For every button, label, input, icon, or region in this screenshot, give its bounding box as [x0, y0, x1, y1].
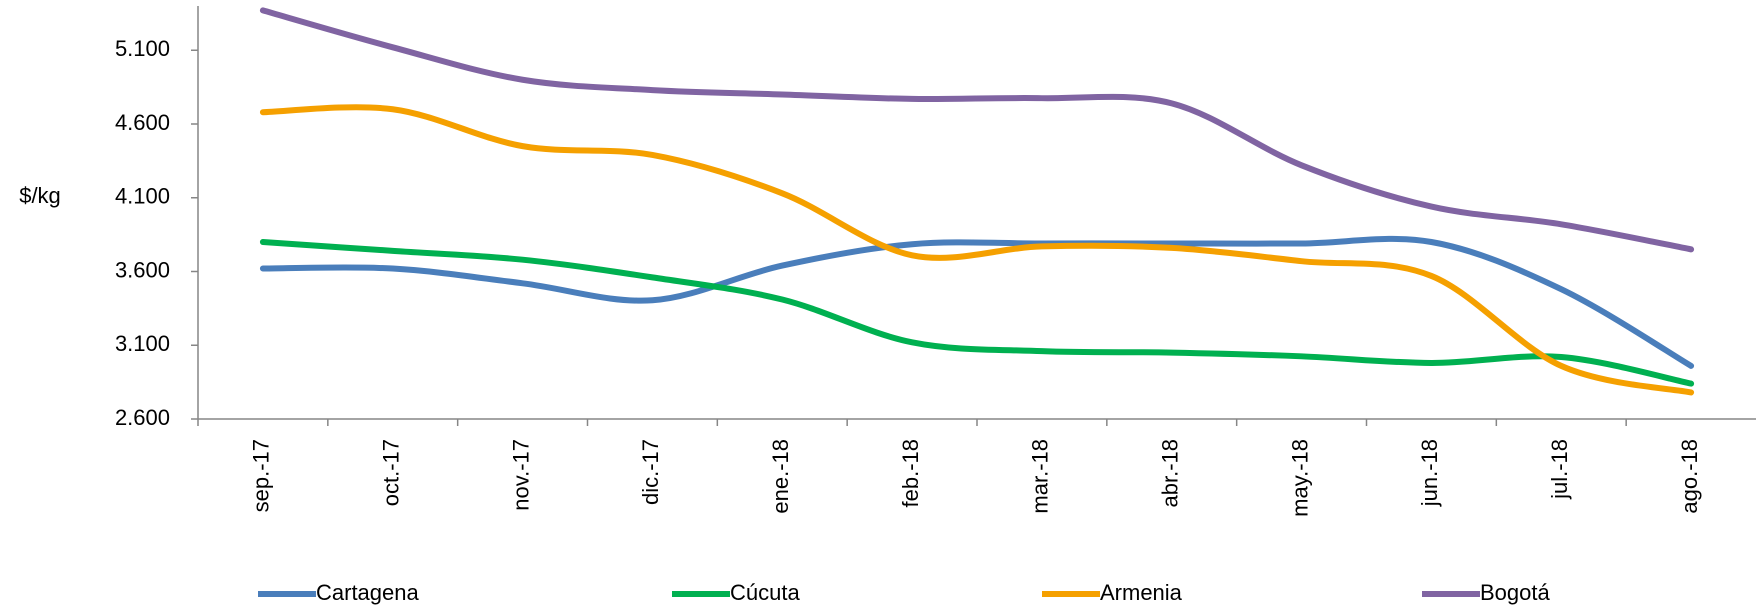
- series-line: [259, 235, 1695, 369]
- x-tick-label: abr.-18: [1158, 439, 1183, 508]
- y-axis-label: $/kg: [19, 183, 61, 208]
- x-tick-label: feb.-18: [898, 439, 923, 508]
- series-line: [259, 104, 1695, 396]
- legend-label: Armenia: [1100, 580, 1183, 605]
- y-tick-label: 4.100: [115, 184, 170, 209]
- x-tick-label: may.-18: [1287, 439, 1312, 517]
- x-tick-label: dic.-17: [638, 439, 663, 505]
- x-tick-label: jun.-18: [1417, 439, 1442, 507]
- x-tick-label: nov.-17: [508, 439, 533, 511]
- x-tick-label: mar.-18: [1028, 439, 1053, 514]
- y-tick-label: 2.600: [115, 405, 170, 430]
- x-tick-label: ene.-18: [768, 439, 793, 514]
- y-tick-label: 4.600: [115, 110, 170, 135]
- x-tick-label: jul.-18: [1547, 439, 1572, 500]
- y-tick-label: 3.600: [115, 257, 170, 282]
- legend-label: Cúcuta: [730, 580, 800, 605]
- y-tick-label: 3.100: [115, 331, 170, 356]
- x-tick-label: ago.-18: [1677, 439, 1702, 514]
- series-line: [259, 7, 1695, 253]
- x-tick-label: sep.-17: [249, 439, 274, 512]
- series-line: [259, 239, 1695, 387]
- legend-label: Cartagena: [316, 580, 420, 605]
- x-tick-label: oct.-17: [379, 439, 404, 506]
- legend-label: Bogotá: [1480, 580, 1550, 605]
- y-tick-label: 5.100: [115, 36, 170, 61]
